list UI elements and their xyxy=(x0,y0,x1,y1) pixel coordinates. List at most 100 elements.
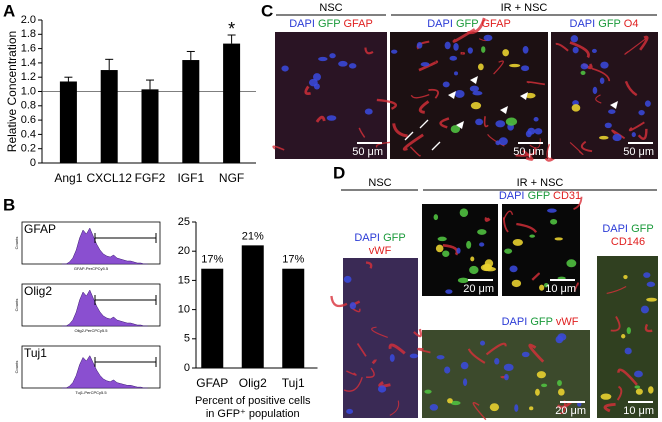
nucleus xyxy=(547,208,557,213)
gfp-signal xyxy=(623,274,628,280)
annotation: * xyxy=(228,19,235,39)
red-signal xyxy=(516,222,538,234)
red-signal xyxy=(272,145,285,151)
nucleus xyxy=(445,289,453,294)
nucleus xyxy=(479,242,485,247)
gfp-signal xyxy=(648,386,654,394)
red-signal xyxy=(595,94,602,104)
stain-name: DAPI xyxy=(570,18,596,30)
red-signal xyxy=(617,368,638,386)
x-tick-label: Tuj1 xyxy=(282,376,305,390)
nucleus xyxy=(514,404,519,412)
gfp-signal xyxy=(646,297,657,302)
nucleus xyxy=(409,353,419,359)
flow-label: Tuj1 xyxy=(24,346,47,360)
gfp-signal xyxy=(635,388,643,395)
x-tick-label: Olig2 xyxy=(239,376,267,390)
scale-bar-label: 20 μm xyxy=(555,405,586,417)
arrow xyxy=(404,131,414,141)
nucleus xyxy=(420,62,430,67)
nucleus xyxy=(475,118,484,126)
red-signal xyxy=(611,129,626,140)
y-tick-label: 0.4 xyxy=(21,128,36,140)
gfp-signal xyxy=(511,279,522,288)
stain-label: DAPI GFP CD31 xyxy=(499,190,581,202)
bar xyxy=(141,89,159,163)
red-signal xyxy=(624,37,647,55)
x-tick-label: CXCL12 xyxy=(87,171,133,185)
stain-label: DAPI GFP GFAP xyxy=(289,18,373,30)
gfp-signal xyxy=(626,327,631,335)
red-signal xyxy=(637,128,648,140)
stain-name: CD146 xyxy=(611,236,645,248)
nucleus xyxy=(495,140,501,146)
nucleus xyxy=(389,354,395,362)
y-tick-label: 0.2 xyxy=(21,143,36,155)
gfp-signal xyxy=(621,334,626,339)
nucleus xyxy=(644,100,651,107)
red-signal xyxy=(452,28,476,43)
red-signal xyxy=(610,316,621,332)
gfp-signal xyxy=(470,256,475,262)
stain-name: DAPI xyxy=(427,18,453,30)
gfp-signal xyxy=(435,244,444,253)
nucleus xyxy=(454,90,465,98)
panel-letter: B xyxy=(3,195,15,214)
red-signal xyxy=(573,282,579,292)
y-tick-label: 1.6 xyxy=(21,43,36,55)
gfp-signal xyxy=(433,214,439,221)
nucleus xyxy=(449,55,458,61)
red-signal xyxy=(472,402,487,421)
nucleus xyxy=(494,357,500,365)
y-tick-label: 20 xyxy=(178,245,190,257)
red-signal xyxy=(304,85,311,95)
red-signal xyxy=(529,138,541,149)
flow-y-label: Counts xyxy=(14,237,19,250)
scale-bar-label: 10 μm xyxy=(545,283,576,295)
gfp-signal xyxy=(450,400,461,406)
gfp-signal xyxy=(580,70,586,75)
gfp-signal xyxy=(450,125,461,133)
red-signal xyxy=(616,385,623,401)
gfp-signal xyxy=(566,259,577,268)
red-signal xyxy=(580,140,593,153)
y-tick-label: 0 xyxy=(184,362,190,374)
y-tick-label: 0 xyxy=(30,157,36,169)
stain-label: vWF xyxy=(369,245,392,257)
red-signal xyxy=(417,347,431,354)
y-tick-label: 1.4 xyxy=(21,57,36,69)
gfp-signal xyxy=(539,284,545,291)
bar xyxy=(100,70,118,163)
red-signal xyxy=(639,35,649,51)
red-signal xyxy=(569,142,584,156)
red-signal xyxy=(388,343,406,355)
red-signal xyxy=(418,100,430,114)
red-signal xyxy=(503,210,514,220)
red-signal xyxy=(624,80,638,97)
nucleus xyxy=(520,65,530,72)
gfp-signal xyxy=(466,240,472,249)
red-signal xyxy=(467,348,486,364)
gfp-signal xyxy=(457,277,469,284)
red-signal xyxy=(371,326,388,338)
nucleus xyxy=(469,85,479,92)
red-signal xyxy=(531,272,540,281)
flow-label: Olig2 xyxy=(24,284,52,298)
red-signal xyxy=(358,127,366,138)
gfp-signal xyxy=(557,276,566,280)
red-signal xyxy=(364,47,374,55)
flow-histogram xyxy=(62,289,148,327)
nucleus xyxy=(318,56,328,62)
stain-name: DAPI xyxy=(602,223,628,235)
red-signal xyxy=(485,342,507,356)
nucleus xyxy=(534,128,543,135)
arrow xyxy=(431,141,441,151)
nucleus xyxy=(462,378,468,386)
red-signal xyxy=(389,400,400,416)
gfp-signal xyxy=(509,63,521,68)
nucleus xyxy=(377,385,387,393)
red-signal xyxy=(356,343,367,357)
red-signal xyxy=(418,60,439,72)
nucleus xyxy=(600,61,609,69)
gfp-signal xyxy=(550,218,558,225)
